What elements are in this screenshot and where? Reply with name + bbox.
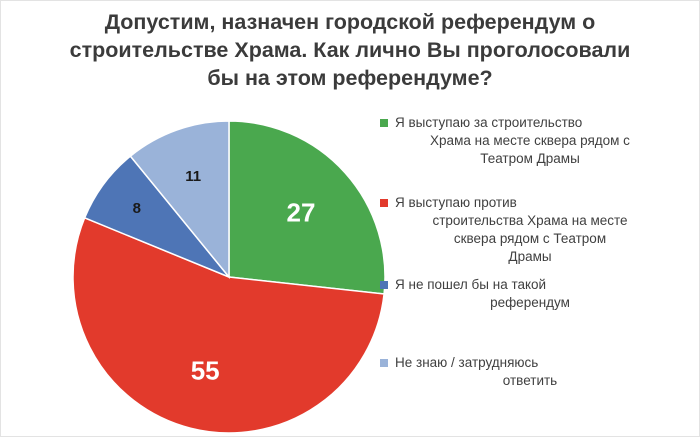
legend-label-1: Я выступаю за строительство Храма на мест… xyxy=(395,115,630,166)
pie-slice-2 xyxy=(72,216,385,434)
pie-slice-label-1: 27 xyxy=(287,197,316,227)
legend-swatch-1 xyxy=(380,119,388,127)
pie-slice-label-4: 11 xyxy=(185,168,201,185)
legend-swatch-2 xyxy=(380,199,388,207)
pie-slice-4 xyxy=(129,120,230,280)
chart-title: Допустим, назначен городской референдум … xyxy=(20,8,680,92)
pie-slice-1 xyxy=(228,120,386,295)
pie-slice-label-2: 55 xyxy=(191,356,220,386)
legend-label-3: Я не пошел бы на такой референдум xyxy=(395,277,570,310)
chart-title-line-1: Допустим, назначен городской референдум … xyxy=(104,10,596,34)
chart-title-line-3: бы на этом референдуме? xyxy=(207,66,493,90)
legend-label-4: Не знаю / затрудняюсь ответить xyxy=(395,355,558,388)
pie-slice-label-3: 8 xyxy=(133,200,141,217)
legend-swatch-3 xyxy=(380,281,388,289)
legend-label-2: Я выступаю против строительства Храма на … xyxy=(395,195,628,264)
legend-swatch-4 xyxy=(380,359,388,367)
chart-title-line-2: строительстве Храма. Как лично Вы прогол… xyxy=(69,38,631,62)
